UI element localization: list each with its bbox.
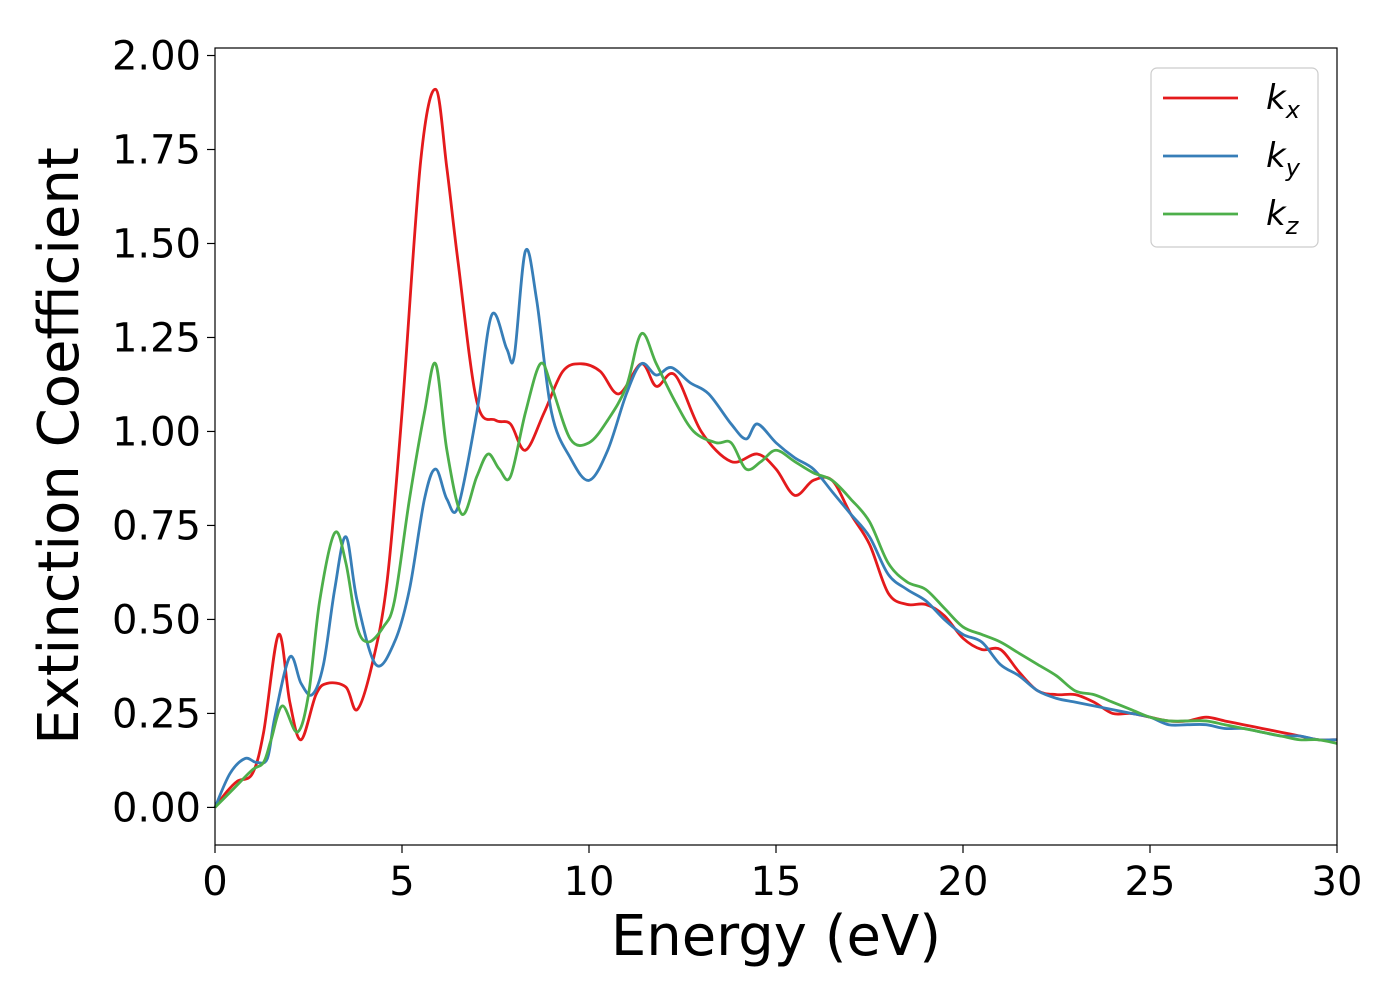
x-tick-label: 30 (1312, 859, 1363, 905)
y-tick-label: 1.75 (112, 128, 201, 174)
y-tick-label: 1.25 (112, 315, 201, 361)
series-line-kz (214, 332, 1338, 809)
x-tick-label: 0 (202, 859, 227, 905)
x-tick-label: 10 (564, 859, 615, 905)
x-tick-label: 25 (1125, 859, 1176, 905)
x-axis-label: Energy (eV) (611, 904, 941, 969)
y-tick-label: 0.00 (112, 785, 201, 831)
legend-label-ky: ky (1266, 136, 1301, 182)
x-tick-label: 5 (389, 859, 414, 905)
legend: kx ky kz (1150, 67, 1319, 248)
x-axis: 0 5 10 15 20 25 30 (202, 845, 1362, 905)
legend-label-kz: kz (1266, 194, 1300, 240)
y-tick-label: 0.75 (112, 503, 201, 549)
y-tick-label: 2.00 (112, 34, 201, 80)
y-axis-label: Extinction Coefficient (27, 147, 92, 745)
y-tick-label: 0.25 (112, 691, 201, 737)
y-axis: 0.00 0.25 0.50 0.75 1.00 1.25 1.50 1.75 2.00 (112, 34, 215, 831)
y-tick-label: 1.50 (112, 221, 201, 267)
legend-box (1150, 67, 1319, 248)
series-line-ky (213, 247, 1338, 808)
y-tick-label: 1.00 (112, 409, 201, 455)
series-lines (213, 87, 1338, 809)
x-tick-label: 15 (751, 859, 802, 905)
x-tick-label: 20 (938, 859, 989, 905)
legend-label-kx: kx (1266, 78, 1301, 124)
y-tick-label: 0.50 (112, 597, 201, 643)
